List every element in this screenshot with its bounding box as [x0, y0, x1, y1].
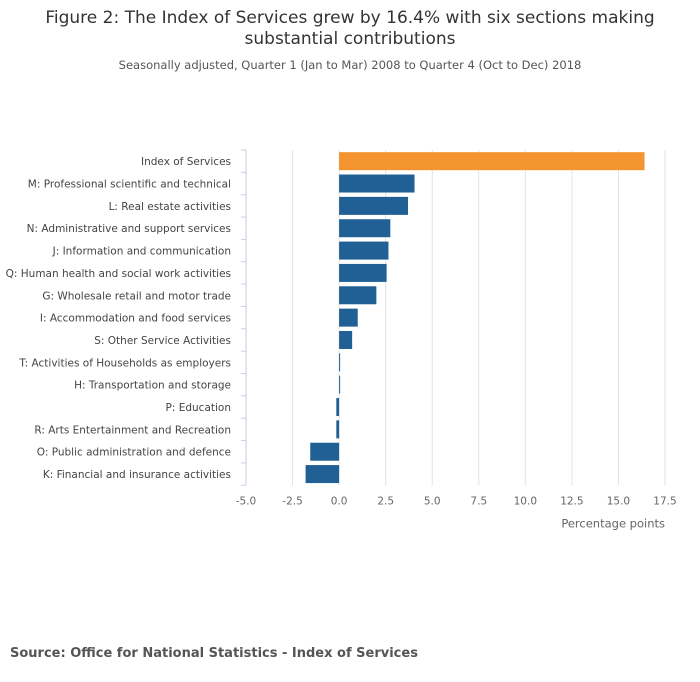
y-category-label: H: Transportation and storage	[74, 380, 231, 392]
y-category-label: K: Financial and insurance activities	[43, 469, 231, 481]
bar	[339, 152, 645, 171]
bar	[336, 420, 340, 439]
x-tick-label: 7.5	[470, 495, 487, 507]
bar	[339, 174, 415, 193]
y-category-label: N: Administrative and support services	[27, 223, 231, 235]
bar	[310, 442, 340, 461]
bar	[339, 196, 409, 215]
chart-title: Figure 2: The Index of Services grew by …	[45, 8, 655, 49]
y-category-label: T: Activities of Households as employers	[18, 357, 231, 369]
x-tick-label: 2.5	[377, 495, 394, 507]
x-tick-label: 10.0	[514, 495, 537, 507]
y-category-label: R: Arts Entertainment and Recreation	[34, 424, 231, 436]
x-tick-label: 17.5	[653, 495, 676, 507]
chart-subtitle: Seasonally adjusted, Quarter 1 (Jan to M…	[118, 58, 582, 72]
y-category-label: G: Wholesale retail and motor trade	[42, 290, 231, 302]
x-tick-label: 15.0	[607, 495, 630, 507]
y-category-label: M: Professional scientific and technical	[28, 179, 231, 191]
x-tick-label: 12.5	[560, 495, 583, 507]
y-category-label: J: Information and communication	[52, 246, 231, 258]
y-category-label: S: Other Service Activities	[94, 335, 231, 347]
x-tick-label: -5.0	[236, 495, 257, 507]
bar	[305, 465, 340, 484]
y-category-label: Q: Human health and social work activiti…	[6, 268, 231, 280]
bar	[339, 353, 341, 372]
source-note: Source: Office for National Statistics -…	[10, 646, 418, 661]
y-category-label: I: Accommodation and food services	[40, 313, 231, 325]
y-category-label: L: Real estate activities	[109, 201, 231, 213]
bar	[339, 241, 389, 260]
x-axis-title: Percentage points	[561, 516, 665, 530]
bar	[339, 286, 377, 305]
bar	[339, 375, 341, 394]
x-tick-label: 0.0	[331, 495, 348, 507]
x-tick-label: 5.0	[424, 495, 441, 507]
bar	[339, 308, 358, 327]
y-category-label: P: Education	[166, 402, 231, 414]
y-category-label: Index of Services	[141, 156, 231, 168]
bar	[339, 263, 387, 282]
bar	[336, 398, 340, 417]
bar	[339, 330, 353, 349]
y-category-label: O: Public administration and defence	[37, 447, 231, 459]
bar-chart: -5.0 -2.5 0.0 2.5 5.0 7.5 10.0 12.5 15.0 17.5 Inde…	[6, 149, 677, 530]
x-tick-label: -2.5	[282, 495, 303, 507]
bar	[339, 219, 391, 238]
